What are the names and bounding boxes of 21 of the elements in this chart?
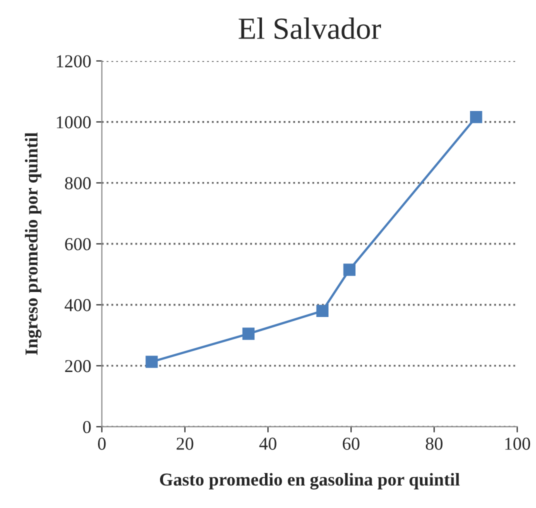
x-tick-label: 60 (342, 438, 360, 450)
x-tick-label: 100 (505, 438, 530, 450)
x-tick-label: 80 (426, 438, 442, 450)
x-tick-label: 20 (176, 438, 194, 450)
x-tick-label: 40 (259, 438, 276, 450)
y-tick-label: 400 (64, 299, 91, 312)
y-tick-label: 600 (65, 238, 91, 250)
y-tick-label: 800 (65, 177, 91, 190)
y-tick-label: 1200 (56, 55, 91, 68)
point (343, 264, 356, 276)
y-tick-label: 0 (83, 420, 91, 434)
y-tick-label: 1000 (56, 116, 91, 128)
point (146, 356, 158, 368)
point (316, 304, 328, 317)
y-axis-title: Ingreso promedio por quintil (24, 132, 42, 355)
point (242, 328, 255, 340)
chart-title: El Salvador (238, 18, 381, 40)
x-tick-label: 0 (98, 438, 106, 450)
point (470, 110, 482, 124)
x-axis-title: Gasto promedio en gasolina por quintil (160, 472, 460, 490)
y-tick-label: 200 (65, 360, 91, 372)
